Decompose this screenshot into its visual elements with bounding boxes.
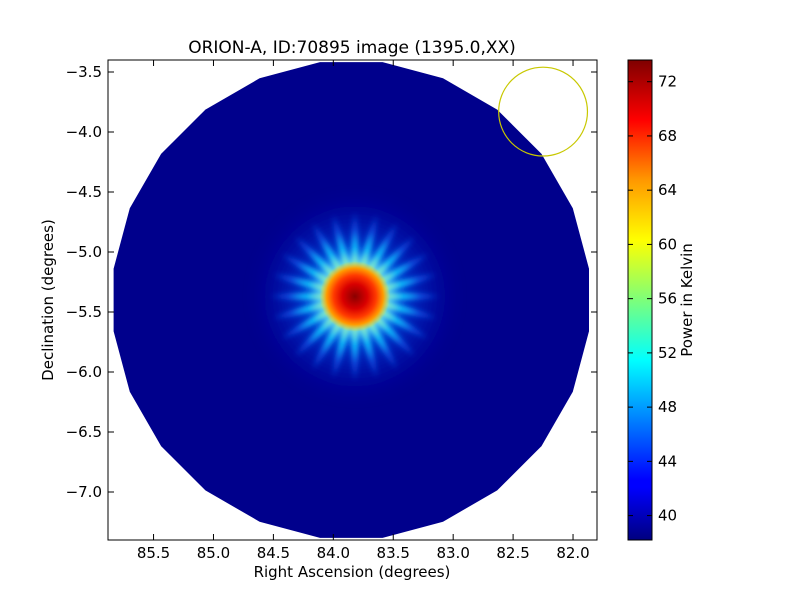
y-tick-label: −6.5 [66,423,102,441]
x-axis-label: Right Ascension (degrees) [254,563,451,581]
colorbar-tick-label: 40 [658,507,677,525]
y-tick-label: −4.0 [66,123,102,141]
y-axis: −3.5 −4.0 −4.5 −5.0 −5.5 −6.0 −6.5 −7.0 [66,63,597,501]
x-tick-label: 84.0 [317,544,350,562]
y-tick-label: −5.0 [66,243,102,261]
y-axis-label: Declination (degrees) [39,219,57,381]
y-tick-label: −4.5 [66,183,102,201]
colorbar-tick-label: 60 [658,235,677,253]
colorbar-tick-label: 64 [658,181,677,199]
colorbar-axis: 40 44 48 52 56 60 64 68 72 [628,73,677,525]
x-tick-label: 85.0 [197,544,230,562]
x-tick-label: 82.0 [556,544,589,562]
plot-area [108,60,597,540]
chart-title: ORION-A, ID:70895 image (1395.0,XX) [188,38,516,58]
beam-circle [498,66,589,157]
colorbar-label: Power in Kelvin [678,243,696,357]
y-tick-label: −7.0 [66,483,102,501]
colorbar-tick-label: 56 [658,290,677,308]
y-tick-label: −6.0 [66,363,102,381]
source-core [319,261,391,332]
y-tick-label: −3.5 [66,63,102,81]
x-tick-label: 83.0 [436,544,469,562]
colorbar-tick-label: 68 [658,127,677,145]
colorbar-tick-label: 44 [658,452,677,470]
colorbar [627,59,653,541]
colorbar-tick-label: 52 [658,344,677,362]
x-tick-label: 83.5 [377,544,410,562]
y-tick-label: −5.5 [66,303,102,321]
colorbar-tick-label: 72 [658,73,677,91]
x-tick-label: 85.5 [137,544,170,562]
plot-frame [107,59,598,541]
x-axis: 85.5 85.0 84.5 84.0 83.5 83.0 82.5 82.0 [137,60,590,562]
x-tick-label: 82.5 [496,544,529,562]
colorbar-tick-label: 48 [658,398,677,416]
x-tick-label: 84.5 [257,544,290,562]
